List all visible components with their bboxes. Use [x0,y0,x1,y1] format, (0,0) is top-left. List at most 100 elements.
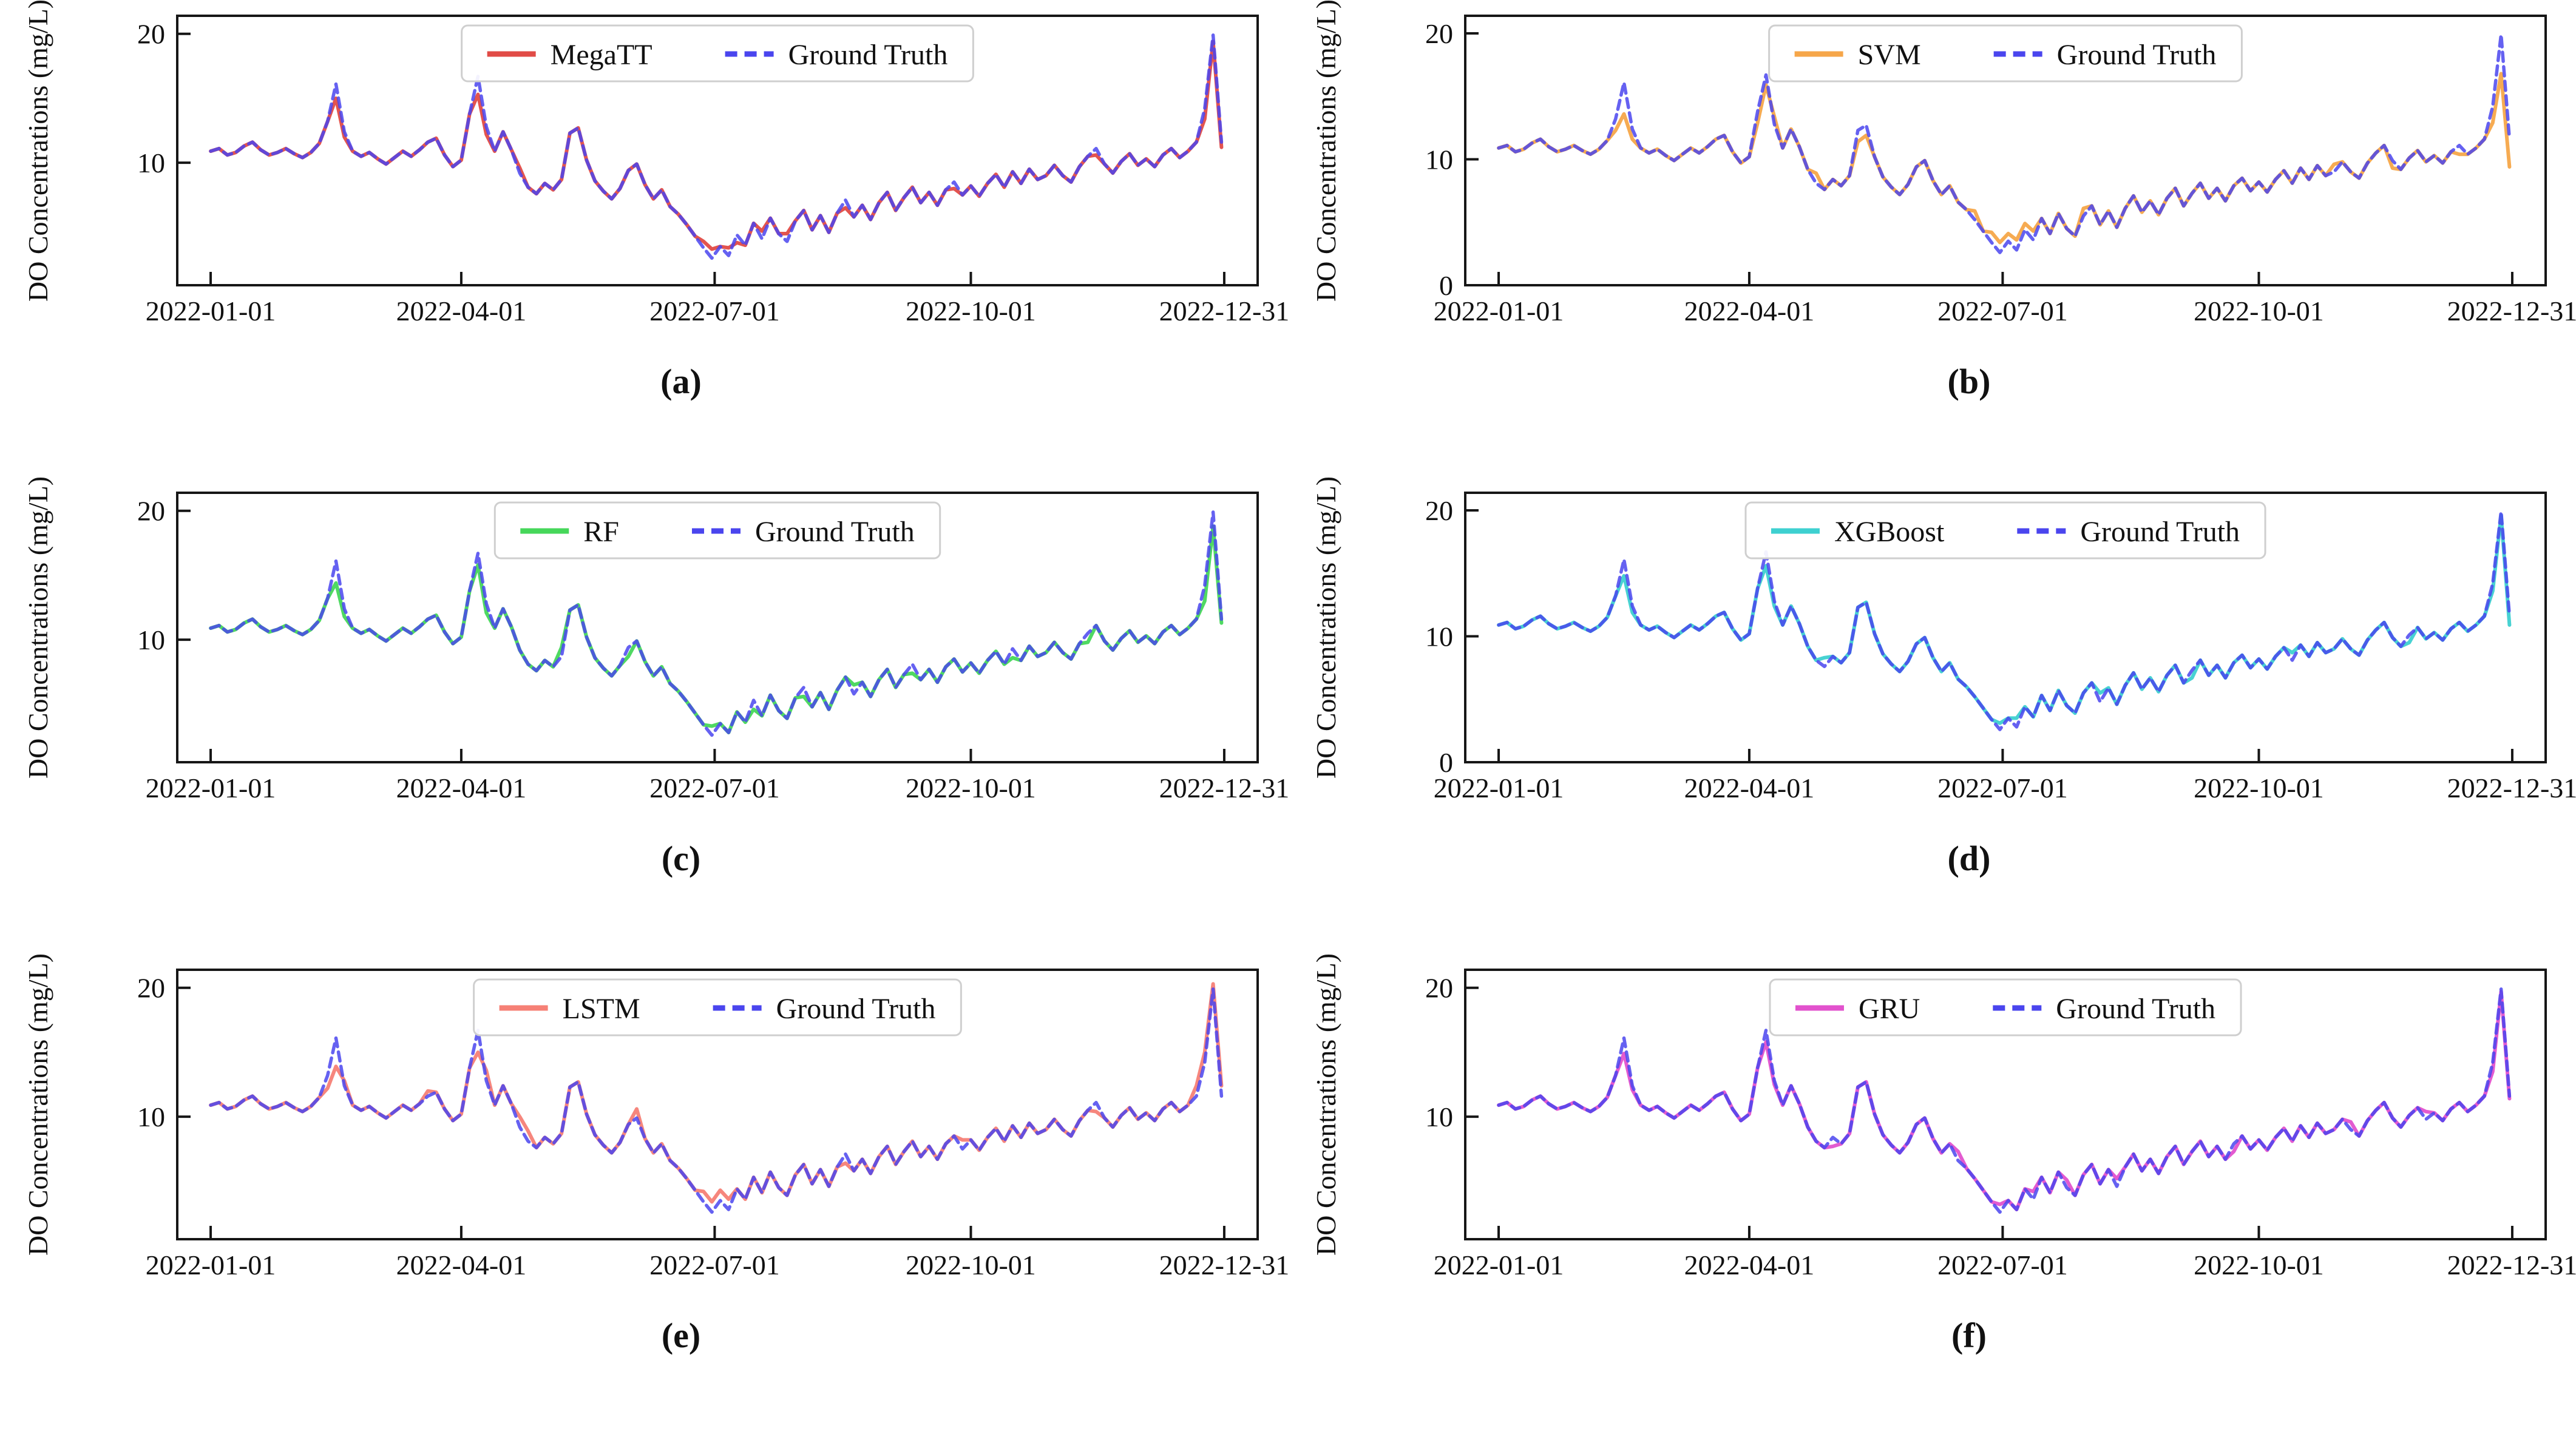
legend-ground-truth-label: Ground Truth [788,39,948,71]
plot-frame [1464,969,2547,1240]
x-tick-label: 2022-01-01 [146,1250,276,1280]
legend: XGBoost Ground Truth [1744,501,2266,560]
legend-model-label: MegaTT [551,39,652,71]
x-tick-label: 2022-12-31 [2447,296,2576,326]
plot-frame [1464,492,2547,763]
x-tick-label: 2022-01-01 [146,773,276,803]
y-axis-label: DO Concentrations (mg/L) [22,954,53,1256]
x-tick-label: 2022-04-01 [396,296,527,326]
ground-truth-line [1497,33,2512,254]
y-tick-label: 20 [137,973,165,1004]
legend-box [461,24,974,83]
y-tick-label: 10 [1425,1101,1453,1132]
y-axis-label: DO Concentrations (mg/L) [1310,477,1341,779]
chart-c: 10 20 2022-01-01 2022-04-01 2022-07-01 2022-1… [22,476,1289,878]
chart-e: 10 20 2022-01-01 2022-04-01 2022-07-01 2022-1… [22,953,1289,1355]
panel-caption: (f) [1951,1316,1987,1355]
y-axis-label: DO Concentrations (mg/L) [22,0,53,302]
y-tick-label: 20 [1425,495,1453,526]
y-axis-label: DO Concentrations (mg/L) [1310,0,1341,302]
legend: SVM Ground Truth [1768,24,2243,83]
y-tick-label: 20 [137,496,165,527]
legend-ground-truth-label: Ground Truth [2080,516,2240,548]
x-tick-label: 2022-01-01 [1434,773,1564,803]
plot-frame [176,969,1259,1240]
panel-d: 0 10 20 2022-01-01 2022-04-01 2022-07-01 2022-… [1288,476,2576,954]
ground-truth-line [209,510,1224,737]
x-tick-label: 2022-04-01 [1684,296,1815,326]
chart-a: 10 20 2022-01-01 2022-04-01 2022-07-01 2022-1… [22,0,1289,401]
panel-caption: (d) [1948,839,1991,878]
legend-ground-truth-label: Ground Truth [776,993,936,1025]
x-tick-label: 2022-04-01 [1684,1250,1815,1280]
legend-box [1744,501,2266,560]
panel-e: 10 20 2022-01-01 2022-04-01 2022-07-01 2022-1… [0,953,1289,1431]
legend-model-label: LSTM [563,993,640,1025]
x-tick-label: 2022-10-01 [2194,1250,2324,1280]
y-tick-label: 10 [137,624,165,655]
panel-caption: (e) [662,1316,700,1355]
y-tick-label: 10 [137,147,165,178]
legend-model-label: SVM [1858,39,1921,71]
ground-truth-line [209,987,1224,1214]
x-tick-label: 2022-12-31 [1159,1250,1288,1280]
legend: MegaTT Ground Truth [461,24,974,83]
x-tick-label: 2022-12-31 [1159,773,1288,803]
legend-box [1769,978,2242,1037]
legend-model-label: RF [583,516,619,548]
y-tick-label: 20 [1425,973,1453,1004]
x-tick-label: 2022-07-01 [649,1250,780,1280]
panel-b: 0 10 20 2022-01-01 2022-04-01 2022-07-01 2022-… [1288,0,2576,477]
y-tick-label: 20 [1425,18,1453,49]
y-axis-label: DO Concentrations (mg/L) [22,477,53,779]
x-tick-label: 2022-07-01 [1937,773,2068,803]
y-tick-label: 20 [137,19,165,50]
x-tick-label: 2022-07-01 [1937,296,2068,326]
x-tick-label: 2022-12-31 [2447,1250,2576,1280]
ground-truth-line [209,33,1224,260]
legend-model-label: GRU [1859,993,1920,1025]
x-tick-label: 2022-04-01 [396,1250,527,1280]
x-tick-label: 2022-04-01 [396,773,527,803]
legend-ground-truth-label: Ground Truth [2057,39,2217,71]
x-tick-label: 2022-01-01 [1434,1250,1564,1280]
legend: LSTM Ground Truth [473,978,962,1037]
x-tick-label: 2022-01-01 [146,296,276,326]
panel-caption: (a) [660,362,702,401]
panel-a: 10 20 2022-01-01 2022-04-01 2022-07-01 2022-1… [0,0,1289,477]
y-tick-label: 10 [1425,621,1453,652]
plot-frame [1464,15,2547,286]
legend: GRU Ground Truth [1769,978,2242,1037]
y-tick-label: 0 [1439,270,1453,301]
x-tick-label: 2022-07-01 [649,296,780,326]
y-tick-label: 10 [1425,144,1453,175]
panel-f: 10 20 2022-01-01 2022-04-01 2022-07-01 2022-1… [1288,953,2576,1431]
x-tick-label: 2022-04-01 [1684,773,1815,803]
model-line [1497,72,2512,245]
ground-truth-line [1497,510,2512,731]
panel-c: 10 20 2022-01-01 2022-04-01 2022-07-01 2022-1… [0,476,1289,954]
x-tick-label: 2022-07-01 [649,773,780,803]
legend-model-label: XGBoost [1834,516,1945,548]
x-tick-label: 2022-10-01 [906,773,1036,803]
x-tick-label: 2022-07-01 [1937,1250,2068,1280]
x-tick-label: 2022-10-01 [906,296,1036,326]
plot-frame [176,492,1259,763]
panel-caption: (b) [1948,362,1991,401]
x-tick-label: 2022-12-31 [2447,773,2576,803]
x-tick-label: 2022-12-31 [1159,296,1288,326]
panel-caption: (c) [662,839,700,878]
x-tick-label: 2022-10-01 [906,1250,1036,1280]
legend: RF Ground Truth [493,501,941,560]
chart-f: 10 20 2022-01-01 2022-04-01 2022-07-01 2022-1… [1310,953,2576,1355]
x-tick-label: 2022-10-01 [2194,296,2324,326]
legend-ground-truth-label: Ground Truth [2056,993,2215,1025]
y-axis-label: DO Concentrations (mg/L) [1310,954,1341,1256]
x-tick-label: 2022-10-01 [2194,773,2324,803]
legend-ground-truth-label: Ground Truth [755,516,915,548]
ground-truth-line [1497,987,2512,1214]
y-tick-label: 0 [1439,747,1453,778]
x-tick-label: 2022-01-01 [1434,296,1564,326]
chart-b: 0 10 20 2022-01-01 2022-04-01 2022-07-01 2022-… [1310,0,2576,401]
